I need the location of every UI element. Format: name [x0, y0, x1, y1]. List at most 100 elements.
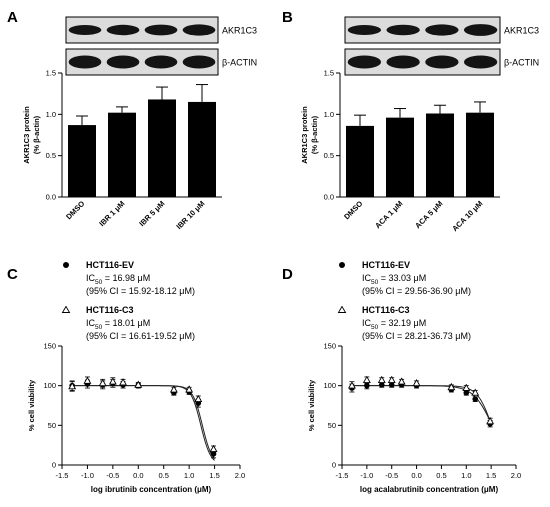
data-point-triangle — [119, 378, 127, 386]
x-axis-title-part: μM — [197, 485, 209, 494]
blot-label: β-ACTIN — [504, 58, 539, 68]
legend-series-name: HCT116-C3 — [86, 305, 134, 315]
blot-band — [106, 55, 140, 69]
y-tick-label: 0.5 — [324, 151, 334, 160]
legend-series-name: HCT116-C3 — [362, 305, 410, 315]
x-category-label: IBR 1 μM — [97, 199, 126, 228]
data-point-triangle — [447, 382, 456, 391]
x-tick-label: 1.5 — [486, 471, 496, 480]
blot-band — [463, 24, 498, 36]
x-tick-label: -1.5 — [56, 471, 69, 480]
blot-beta-actin: β-ACTIN — [344, 48, 539, 76]
x-tick-label: -1.0 — [360, 471, 373, 480]
ic50-value: = 32.19 μM — [378, 318, 426, 328]
legend-ic50: IC50 = 16.98 μM — [86, 273, 150, 286]
y-axis-title-line: (% β-actin) — [310, 115, 319, 154]
y-tick-label: 0.0 — [46, 193, 56, 202]
x-category-label: IBR 10 μM — [174, 199, 206, 231]
y-axis-title: AKR1C3 protein(% β-actin) — [300, 106, 319, 164]
legend-ci: (95% CI = 29.56-36.90 μM) — [362, 286, 471, 296]
y-axis-title-line: AKR1C3 protein — [22, 106, 31, 164]
data-point-triangle — [194, 394, 203, 403]
blot-band — [144, 55, 178, 69]
fit-curve-c3 — [351, 385, 492, 425]
blot-band — [347, 55, 382, 69]
blot-band — [386, 55, 420, 69]
bar — [346, 125, 374, 197]
data-point-triangle — [347, 381, 356, 389]
y-tick-label: 1.0 — [324, 110, 334, 119]
blot-band — [425, 24, 459, 36]
data-point-triangle — [362, 375, 371, 383]
panel-b: B AKR1C3 β-ACTIN 0.0 0.5 1.0 1.5 AKR1C3 protein… — [282, 9, 539, 233]
data-point-triangle — [387, 375, 396, 383]
x-tick-label: 2.0 — [511, 471, 521, 480]
blot-band — [106, 24, 140, 36]
y-axis-title: % cell viability — [27, 379, 36, 431]
ic50-prefix: IC — [86, 318, 96, 328]
legend-series-name: HCT116-EV — [86, 260, 134, 270]
x-category-label: ACA 5 μM — [413, 199, 444, 230]
legend-marker-triangle — [61, 305, 71, 313]
x-category-label: DMSO — [342, 199, 364, 221]
blot-label: AKR1C3 — [504, 26, 539, 36]
bar — [188, 101, 216, 197]
x-axis-title-part: log acalabrutinib concentration ( — [360, 485, 484, 494]
legend-ic50: IC50 = 33.03 μM — [362, 273, 426, 286]
legend-ci: (95% CI = 15.92-18.12 μM) — [86, 286, 195, 296]
ic50-subscript: 50 — [371, 324, 379, 331]
ic50-value: = 33.03 μM — [378, 273, 426, 283]
ic50-subscript: 50 — [371, 279, 379, 286]
data-point-circle — [378, 382, 385, 388]
ic50-prefix: IC — [362, 273, 372, 283]
y-tick-label: 0 — [332, 461, 336, 470]
x-axis-title-part: ) — [495, 485, 498, 494]
panel-label: D — [282, 266, 293, 283]
ic50-value: = 18.01 μM — [102, 318, 150, 328]
y-tick-label: 1.0 — [46, 110, 56, 119]
x-tick-label: 0.0 — [133, 471, 143, 480]
legend-series-name: HCT116-EV — [362, 260, 410, 270]
bar — [426, 113, 454, 197]
blot-band — [425, 55, 459, 69]
y-tick-label: 0 — [52, 461, 56, 470]
y-axis-title: % cell viability — [307, 379, 316, 431]
data-point-triangle — [108, 377, 117, 385]
x-axis-title-part: log ibrutinib concentration ( — [91, 485, 198, 494]
data-point-circle — [364, 382, 370, 389]
x-category-label: ACA 1 μM — [373, 199, 404, 230]
blot-band — [182, 24, 216, 36]
legend-marker-triangle — [337, 305, 347, 313]
x-axis-title-part: μM — [484, 485, 496, 494]
legend-marker-circle — [63, 262, 69, 268]
x-tick-label: 2.0 — [235, 471, 245, 480]
y-tick-label: 1.5 — [46, 69, 56, 78]
data-point-triangle — [209, 444, 218, 452]
data-point-triangle — [169, 385, 178, 393]
x-axis-title: log ibrutinib concentration (μM) — [91, 485, 212, 494]
x-tick-label: -0.5 — [385, 471, 398, 480]
data-point-triangle — [185, 385, 194, 393]
y-tick-label: 100 — [43, 381, 56, 390]
data-point-triangle — [462, 383, 471, 391]
blot-band — [68, 55, 102, 69]
bar — [148, 99, 176, 197]
data-point-circle — [472, 396, 479, 402]
panel-a: A AKR1C3 β-ACTIN 0.0 0.5 1.0 1.5 AKR1C3 protein… — [7, 9, 257, 231]
legend-ci: (95% CI = 16.61-19.52 μM) — [86, 331, 195, 341]
bar — [68, 125, 96, 197]
legend-ci: (95% CI = 28.21-36.73 μM) — [362, 331, 471, 341]
data-point-circle — [463, 390, 470, 396]
data-point-triangle — [471, 388, 480, 396]
data-point-triangle — [68, 382, 77, 390]
data-point-triangle — [83, 376, 92, 384]
y-tick-label: 50 — [48, 421, 56, 430]
panel-label: B — [282, 9, 293, 26]
fit-curve-c3 — [72, 385, 215, 460]
y-tick-label: 100 — [323, 381, 336, 390]
blot-band — [182, 55, 216, 69]
blot-band — [144, 24, 178, 36]
